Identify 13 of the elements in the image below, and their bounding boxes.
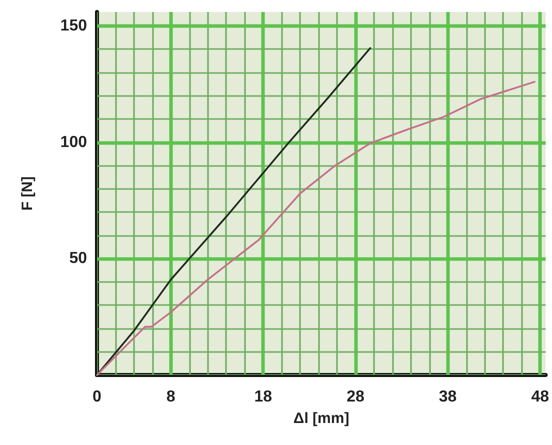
x-tick-label: 38 [438,388,457,406]
line-series [96,80,536,376]
y-tick-label: 100 [60,134,88,151]
x-tick-label: 28 [346,388,364,406]
x-tick-label: 8 [166,388,176,406]
x-tick-label: 0 [92,388,102,406]
y-tick-label: 150 [60,17,88,34]
y-axis-title: F [N] [19,176,36,211]
x-tick-label: 48 [531,388,550,406]
x-axis-title: Δl [mm] [293,410,350,427]
line-series [96,47,372,376]
y-tick-label: 50 [69,250,88,268]
x-tick-label: 18 [254,388,272,406]
